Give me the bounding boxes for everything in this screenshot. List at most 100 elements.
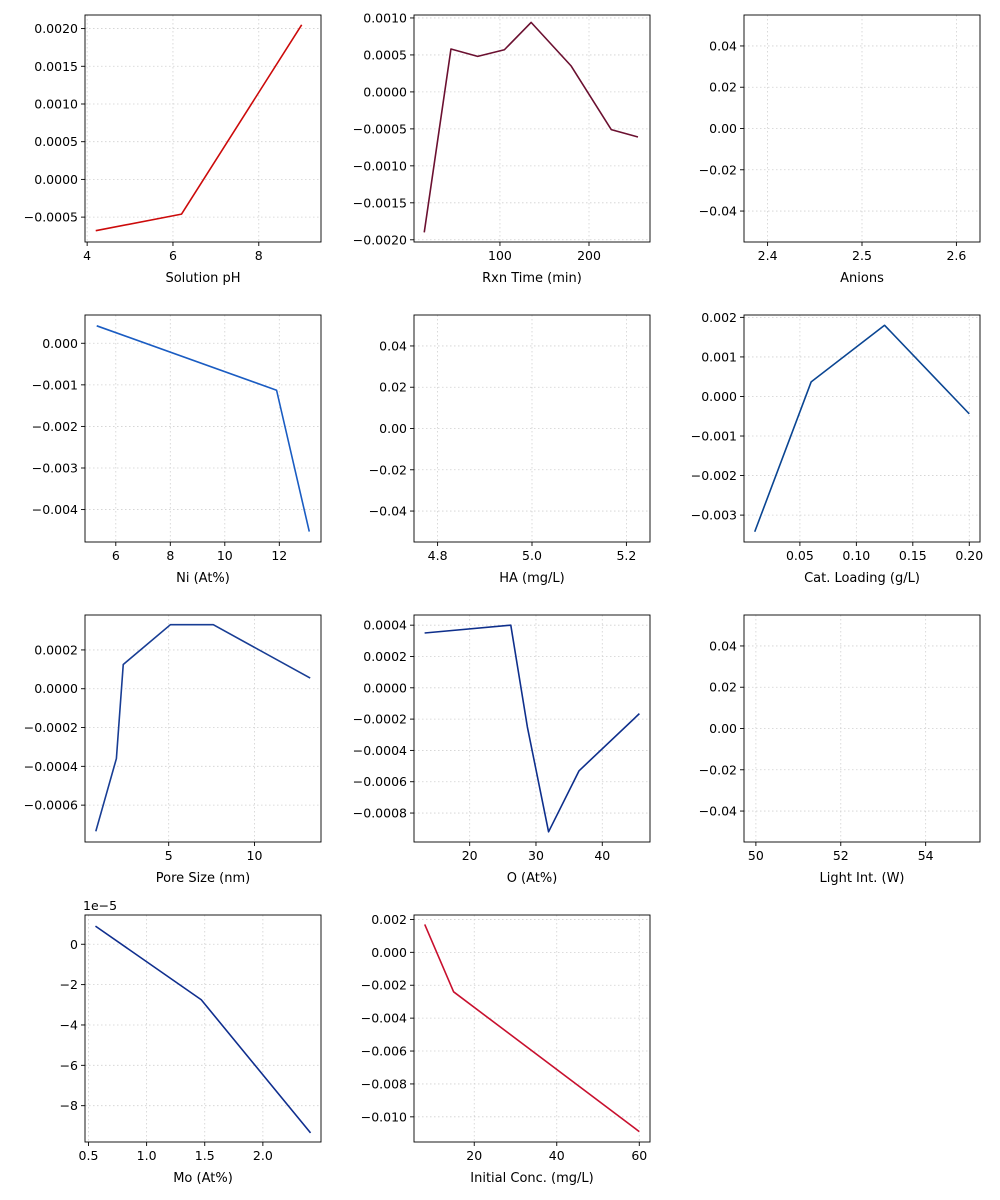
x-tick-label: 2.5	[852, 248, 872, 263]
y-tick-label: 0.04	[379, 338, 407, 353]
x-tick-label: 4	[83, 248, 91, 263]
y-tick-label: −0.0004	[24, 759, 78, 774]
x-tick-label: 10	[217, 548, 233, 563]
y-tick-label: −0.04	[699, 804, 737, 819]
x-axis-label: Cat. Loading (g/L)	[804, 571, 920, 586]
x-axis-label: HA (mg/L)	[499, 571, 564, 586]
y-tick-label: −0.02	[699, 762, 737, 777]
subplot-5: 4.8 5.0 5.2 −0.04 −0.02 0.00 0.02 0.04 HA (mg/L)	[369, 314, 651, 586]
y-tick-label: −2	[60, 977, 78, 992]
subplot-8: 20 30 40 −0.0008 −0.0006 −0.0004 −0.0002 0.0000…	[353, 614, 651, 886]
x-tick-label: 4.8	[428, 548, 448, 563]
y-tick-label: −0.02	[369, 462, 407, 477]
x-axis-label: Pore Size (nm)	[156, 871, 250, 886]
subplot-3: 2.4 2.5 2.6 −0.04 −0.02 0.00 0.02 0.04 Anions	[699, 14, 981, 286]
x-axis-label: O (At%)	[507, 871, 558, 886]
y-tick-label: −0.002	[361, 978, 407, 993]
y-tick-label: −0.04	[699, 204, 737, 219]
y-tick-label: 0.0010	[363, 10, 407, 25]
x-axis-label: Mo (At%)	[173, 1171, 233, 1186]
y-tick-label: −4	[60, 1017, 78, 1032]
series-line	[423, 924, 640, 1133]
x-tick-label: 0.15	[899, 548, 927, 563]
y-tick-label: 0.0000	[363, 84, 407, 99]
x-tick-label: 1.0	[137, 1148, 157, 1163]
y-tick-label: 0.000	[371, 945, 407, 960]
y-tick-label: 0.04	[709, 38, 737, 53]
x-tick-label: 52	[833, 848, 849, 863]
y-tick-label: 0.0000	[363, 680, 407, 695]
x-tick-label: 2.6	[946, 248, 966, 263]
x-tick-label: 40	[549, 1148, 565, 1163]
x-tick-label: 10	[247, 848, 263, 863]
y-tick-label: 0.000	[42, 336, 78, 351]
x-tick-label: 2.0	[253, 1148, 273, 1163]
y-tick-label: 0.0000	[34, 172, 78, 187]
x-tick-label: 30	[528, 848, 544, 863]
x-tick-label: 200	[577, 248, 601, 263]
x-axis-label: Rxn Time (min)	[482, 271, 582, 286]
subplot-4: 6 8 10 12 −0.004 −0.003 −0.002 −0.001 0.000 Ni (A…	[32, 314, 322, 586]
y-tick-label: −0.003	[32, 460, 78, 475]
y-tick-label: −0.002	[691, 468, 737, 483]
y-tick-label: 0.00	[709, 121, 737, 136]
y-tick-label: 0.0010	[34, 96, 78, 111]
y-tick-label: 0.0002	[363, 649, 407, 664]
plot-frame	[84, 314, 322, 543]
subplot-1: 4 6 8 −0.0005 0.0000 0.0005 0.0010 0.0015 0.0020…	[24, 14, 322, 286]
series-line	[95, 24, 303, 232]
y-tick-label: 0.0015	[34, 59, 78, 74]
y-tick-label: −0.0005	[24, 210, 78, 225]
y-tick-label: −0.0006	[353, 774, 407, 789]
x-tick-label: 6	[112, 548, 120, 563]
x-tick-label: 12	[271, 548, 287, 563]
x-tick-label: 0.20	[955, 548, 983, 563]
x-tick-label: 20	[466, 1148, 482, 1163]
subplot-6: 0.05 0.10 0.15 0.20 −0.003 −0.002 −0.001 0.000 0…	[691, 310, 983, 586]
y-tick-label: −0.006	[361, 1044, 407, 1059]
plot-frame	[743, 314, 981, 543]
plot-frame	[84, 14, 322, 243]
subplot-7: 5 10 −0.0006 −0.0004 −0.0002 0.0000 0.0002 Pore…	[24, 614, 322, 886]
x-tick-label: 8	[166, 548, 174, 563]
y-tick-label: −0.0006	[24, 798, 78, 813]
y-tick-label: 0.00	[709, 721, 737, 736]
series-line	[95, 925, 312, 1134]
y-tick-label: 0.002	[701, 310, 737, 325]
y-tick-label: −0.003	[691, 508, 737, 523]
x-tick-label: 5.2	[616, 548, 636, 563]
x-tick-label: 0.05	[786, 548, 814, 563]
y-tick-label: 0.0020	[34, 21, 78, 36]
x-tick-label: 60	[631, 1148, 647, 1163]
x-tick-label: 100	[488, 248, 512, 263]
y-tick-label: −0.004	[361, 1011, 407, 1026]
subplot-9: 50 52 54 −0.04 −0.02 0.00 0.02 0.04 Light Int. (…	[699, 614, 981, 886]
y-tick-label: −0.0015	[353, 195, 407, 210]
y-tick-label: 0.0004	[363, 618, 407, 633]
plot-frame	[413, 914, 651, 1143]
y-tick-label: 0.0000	[34, 681, 78, 696]
x-axis-label: Solution pH	[165, 271, 240, 286]
y-tick-label: −0.0002	[353, 712, 407, 727]
y-tick-label: 0	[70, 937, 78, 952]
x-axis-label: Light Int. (W)	[819, 871, 904, 886]
x-tick-label: 2.4	[758, 248, 778, 263]
x-tick-label: 1.5	[195, 1148, 215, 1163]
y-tick-label: 0.00	[379, 421, 407, 436]
plot-frame	[84, 614, 322, 843]
y-tick-label: 0.0005	[34, 134, 78, 149]
y-tick-label: −0.001	[691, 429, 737, 444]
x-tick-label: 5	[165, 848, 173, 863]
x-axis-label: Ni (At%)	[176, 571, 230, 586]
plot-frame	[413, 614, 651, 843]
y-tick-label: 0.002	[371, 912, 407, 927]
y-tick-label: −0.002	[32, 419, 78, 434]
y-tick-label: −0.0004	[353, 743, 407, 758]
series-line	[423, 21, 639, 233]
y-offset-label: 1e−5	[83, 898, 117, 913]
y-tick-label: 0.04	[709, 638, 737, 653]
subplot-2: 100 200 −0.0020 −0.0015 −0.0010 −0.0005 0.0000…	[353, 10, 651, 286]
x-tick-label: 6	[169, 248, 177, 263]
x-axis-label: Anions	[840, 271, 884, 286]
